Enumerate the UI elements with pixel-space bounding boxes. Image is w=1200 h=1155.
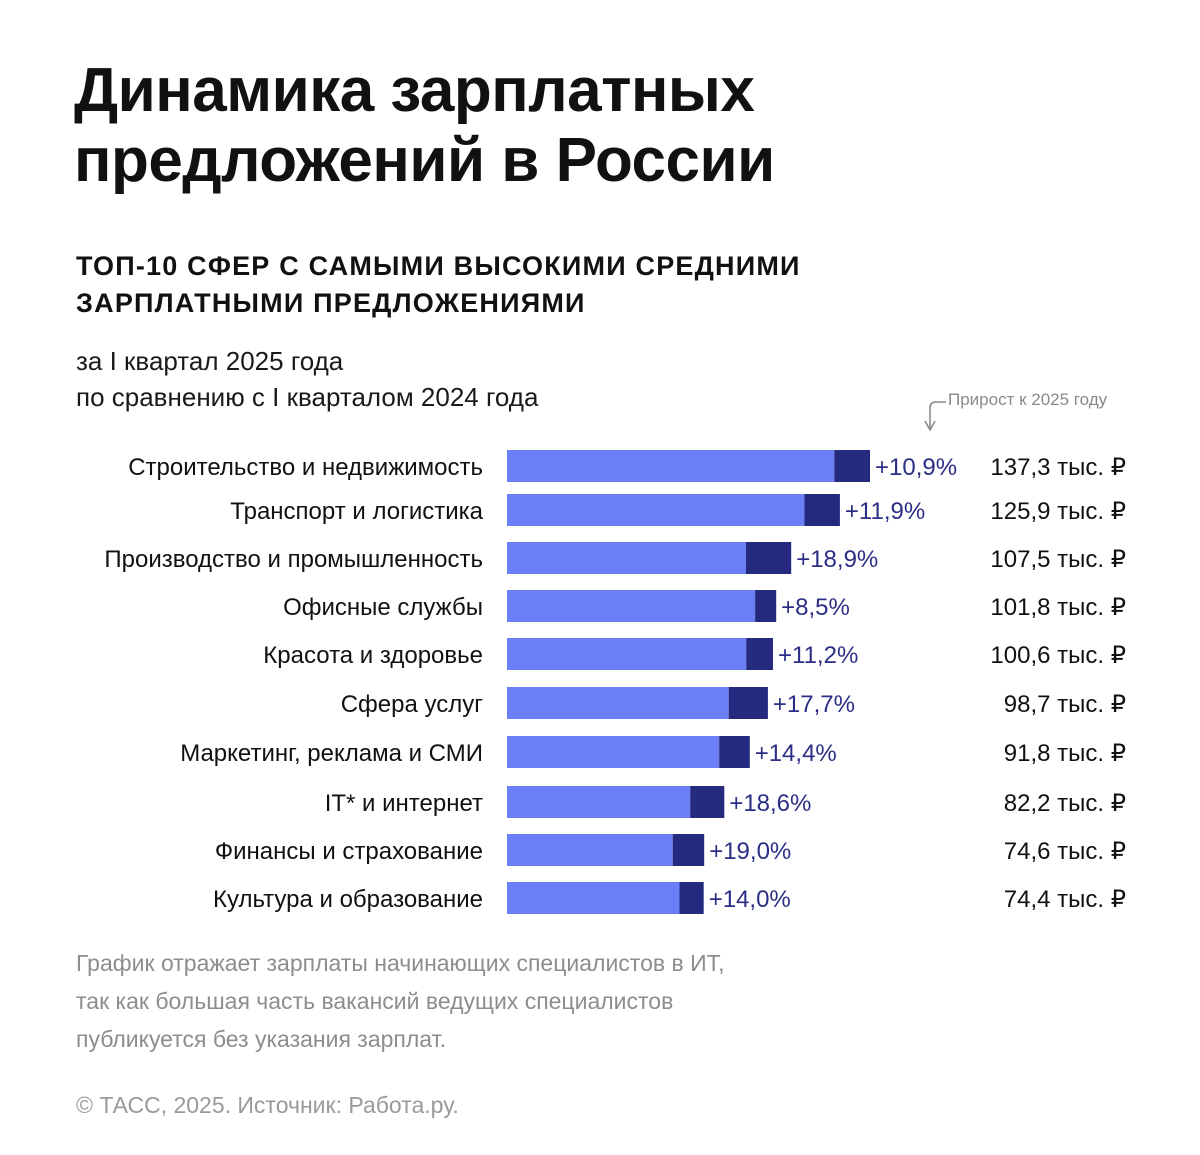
growth-hint: Прирост к 2025 году — [920, 390, 1140, 438]
value-label: 74,6 тыс. ₽ — [1004, 838, 1126, 865]
period-description: за I квартал 2025 года по сравнению с I … — [76, 343, 876, 415]
salary-bar-chart: Строительство и недвижимость +10,9% 137,3 … — [104, 450, 1126, 914]
growth-label: +14,0% — [709, 886, 791, 913]
category-label: Офисные службы — [283, 594, 483, 621]
value-label: 74,4 тыс. ₽ — [1004, 886, 1126, 913]
bar-growth-2025 — [804, 494, 840, 526]
growth-label: +11,2% — [778, 642, 858, 669]
category-label: Строительство и недвижимость — [128, 454, 483, 481]
value-label: 82,2 тыс. ₽ — [1004, 790, 1126, 817]
curved-arrow-icon — [924, 401, 946, 432]
bar-growth-2025 — [679, 882, 704, 914]
bar-base-2024 — [507, 494, 805, 526]
chart-subtitle: ТОП-10 СФЕР С САМЫМИ ВЫСОКИМИ СРЕДНИМИ З… — [76, 248, 976, 322]
growth-hint-label: Прирост к 2025 году — [948, 390, 1108, 409]
category-label: Маркетинг, реклама и СМИ — [180, 740, 483, 767]
bar-growth-2025 — [728, 687, 768, 719]
growth-label: +18,9% — [796, 546, 878, 573]
bar-base-2024 — [507, 542, 746, 574]
value-label: 137,3 тыс. ₽ — [990, 454, 1126, 481]
growth-label: +19,0% — [709, 838, 791, 865]
footnote-line-2: так как большая часть вакансий ведущих с… — [76, 988, 674, 1014]
category-label: Сфера услуг — [341, 691, 484, 718]
bar-growth-2025 — [834, 450, 870, 482]
value-label: 91,8 тыс. ₽ — [1004, 740, 1126, 767]
bar-growth-2025 — [719, 736, 750, 768]
category-label: Красота и здоровье — [263, 642, 483, 669]
value-label: 107,5 тыс. ₽ — [990, 546, 1126, 573]
bar-base-2024 — [507, 590, 756, 622]
bar-growth-2025 — [746, 638, 773, 670]
bar-base-2024 — [507, 882, 680, 914]
category-label: Производство и промышленность — [104, 546, 483, 573]
footnote-line-1: График отражает зарплаты начинающих спец… — [76, 950, 725, 976]
value-label: 98,7 тыс. ₽ — [1004, 691, 1126, 718]
growth-label: +17,7% — [773, 691, 855, 718]
period-line-2: по сравнению с I кварталом 2024 года — [76, 382, 539, 412]
category-label: IT* и интернет — [325, 790, 483, 817]
value-label: 101,8 тыс. ₽ — [990, 594, 1126, 621]
bar-base-2024 — [507, 450, 835, 482]
footnote: График отражает зарплаты начинающих спец… — [76, 944, 876, 1058]
bar-growth-2025 — [755, 590, 777, 622]
bar-base-2024 — [507, 834, 673, 866]
bar-base-2024 — [507, 638, 747, 670]
category-label: Финансы и страхование — [215, 838, 483, 865]
bar-growth-2025 — [672, 834, 705, 866]
growth-label: +8,5% — [781, 594, 850, 621]
subtitle-line-2: ЗАРПЛАТНЫМИ ПРЕДЛОЖЕНИЯМИ — [76, 288, 586, 318]
period-line-1: за I квартал 2025 года — [76, 346, 344, 376]
bar-base-2024 — [507, 736, 720, 768]
value-label: 100,6 тыс. ₽ — [990, 642, 1126, 669]
growth-label: +11,9% — [845, 498, 925, 525]
bar-growth-2025 — [746, 542, 792, 574]
page-title: Динамика зарплатных предложений в России — [74, 56, 1074, 196]
growth-label: +18,6% — [729, 790, 811, 817]
growth-label: +10,9% — [875, 454, 957, 481]
source-credit: © ТАСС, 2025. Источник: Работа.ру. — [76, 1092, 459, 1118]
bar-base-2024 — [507, 786, 691, 818]
category-label: Транспорт и логистика — [230, 498, 483, 525]
bar-growth-2025 — [690, 786, 725, 818]
footnote-line-3: публикуется без указания зарплат. — [76, 1026, 446, 1052]
value-label: 125,9 тыс. ₽ — [990, 498, 1126, 525]
category-label: Культура и образование — [213, 886, 483, 913]
subtitle-line-1: ТОП-10 СФЕР С САМЫМИ ВЫСОКИМИ СРЕДНИМИ — [76, 251, 801, 281]
title-line-1: Динамика зарплатных — [74, 56, 755, 125]
growth-label: +14,4% — [755, 740, 837, 767]
bar-base-2024 — [507, 687, 729, 719]
title-line-2: предложений в России — [74, 126, 775, 195]
